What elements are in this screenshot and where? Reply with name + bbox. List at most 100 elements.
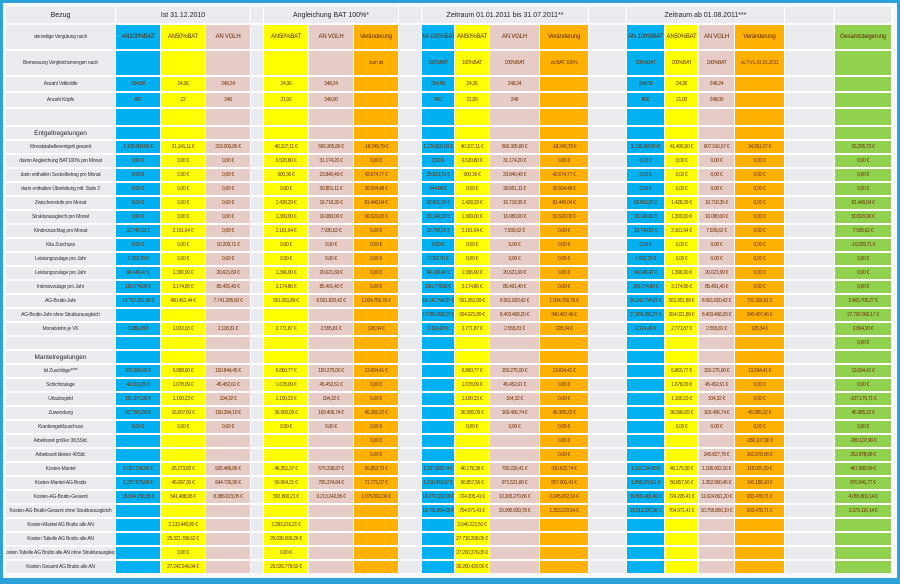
value-cell: 6.860,77 € (665, 365, 699, 377)
header-value-cell: 248 (490, 93, 540, 107)
value-cell (422, 421, 455, 433)
value-cell: 150.275,00 € (699, 365, 735, 377)
value-cell: 46.179,38 € (455, 463, 490, 475)
row-label (6, 109, 116, 125)
table-row: Ist Zuschläge**** 270.300,60 €6.088,90 €1… (6, 365, 894, 377)
value-cell: 0,00 € (116, 197, 161, 209)
total-cell: 13.694,41 € (835, 365, 892, 377)
column-gap (589, 211, 627, 223)
total-cell (835, 561, 892, 573)
value-cell: 0,00 € (354, 155, 399, 167)
row-label: Arbeitszeit kleiner 40Std. (6, 449, 116, 461)
value-cell: 0,00 € (206, 183, 251, 195)
column-gap (785, 393, 835, 405)
value-cell: 27.716.208,05 € (455, 533, 490, 545)
value-cell: 971.521,86 € (490, 477, 540, 489)
row-label: Kosten Gesamt AG Brutto alle AN (6, 561, 116, 573)
row-label: Kinderzuschlag pro Monat (6, 225, 116, 237)
total-cell: -107.175,71 € (835, 393, 892, 405)
column-gap (251, 491, 264, 503)
value-cell: 31.141,11 € (161, 141, 206, 153)
value-cell (116, 547, 161, 559)
value-cell: 0,00 € (735, 239, 785, 251)
value-cell: 150.275,00 € (490, 365, 540, 377)
column-gap (251, 109, 264, 125)
value-cell (627, 337, 665, 349)
value-cell: 3.174,86 € (161, 281, 206, 293)
value-cell: 0,00 € (354, 267, 399, 279)
value-cell: 0,00 € (116, 239, 161, 251)
value-cell (206, 127, 251, 139)
value-cell (735, 351, 785, 363)
column-gap (251, 309, 264, 321)
column-gap (399, 197, 422, 209)
value-cell: 1.300,00 € (665, 211, 699, 223)
value-cell: 0,00 € (264, 421, 309, 433)
value-cell (116, 435, 161, 447)
row-label: Kosten-AG-Brutto-Gesamt (6, 491, 116, 503)
value-cell (540, 519, 589, 531)
value-cell: 10.740,53 € (627, 225, 665, 237)
value-cell: 50.520,00 € (354, 211, 399, 223)
column-gap (251, 449, 264, 461)
value-cell: 10.755.850,10 € (699, 505, 735, 517)
value-cell (422, 127, 455, 139)
table-row: Bezug Ist 31.12.2010 Angleichung BAT 100%*… (6, 7, 894, 23)
value-cell: 1.004.756,76 € (540, 295, 589, 307)
value-cell: 0,00 € (354, 225, 399, 237)
value-cell (455, 351, 490, 363)
value-cell: 2.555,81 € (490, 323, 540, 335)
value-cell: 0,00 € (665, 239, 699, 251)
value-cell: 1.056.970,61 € (627, 477, 665, 489)
column-gap (589, 109, 627, 125)
value-cell: 3.174,86 € (665, 281, 699, 293)
column-gap (785, 253, 835, 265)
value-cell: 561.951,89 € (264, 295, 309, 307)
column-header: AN VGLH (206, 25, 251, 49)
column-gap (251, 155, 264, 167)
header-value-cell: 100%BAT (455, 51, 490, 75)
value-cell: 0,00 € (309, 421, 354, 433)
table-row: Kita Zuschuss 0,00 €0,00 €10.209,71 €0,00… (6, 239, 894, 251)
column-header: AN50%BAT (161, 25, 206, 49)
value-cell: 933.478,71 € (735, 491, 785, 503)
column-gap (399, 365, 422, 377)
value-cell (455, 127, 490, 139)
column-gap (785, 7, 835, 23)
value-cell: 16.080,00 € (309, 211, 354, 223)
value-cell (699, 533, 735, 545)
value-cell (490, 109, 540, 125)
value-cell: 26.036.556,26 € (264, 533, 309, 545)
value-cell (206, 337, 251, 349)
value-cell: 62.601,00 € (627, 197, 665, 209)
value-cell (309, 109, 354, 125)
column-gap (251, 183, 264, 195)
row-label: Kosten Tabelle AG Brutto alle AN ohne St… (6, 547, 116, 559)
total-cell (835, 127, 892, 139)
row-label: Bemessung Vergleichsmengen nach (6, 51, 116, 75)
table-row: Zuwendung 637.501,50 €16.507,60 €150.394,… (6, 407, 894, 419)
value-cell: 1.428,29 € (264, 197, 309, 209)
row-label: Anzahl Köpfe (6, 93, 116, 107)
value-cell (627, 435, 665, 447)
value-cell (627, 393, 665, 405)
value-cell: 16.767.051,06 € (116, 295, 161, 307)
total-cell: 870.941,77 € (835, 477, 892, 489)
header-value-cell: 100%BAT (422, 51, 455, 75)
value-cell: 576.338,87 € (309, 463, 354, 475)
value-cell: 705.374,84 € (309, 477, 354, 489)
value-cell: 13.694,41 € (735, 365, 785, 377)
value-cell: 0,00 € (735, 393, 785, 405)
value-cell (665, 449, 699, 461)
column-gap (589, 253, 627, 265)
value-cell: 45.452,61 € (309, 379, 354, 391)
column-gap (589, 393, 627, 405)
value-cell: 0,00 € (665, 169, 699, 181)
value-cell: 319.000,85 € (206, 141, 251, 153)
value-cell: 541.488,95 € (161, 491, 206, 503)
total-cell: 2.894,20 € (835, 323, 892, 335)
header-value-cell (735, 77, 785, 91)
value-cell: 10.209,71 € (206, 239, 251, 251)
header-value-cell: 248,24 (490, 77, 540, 91)
